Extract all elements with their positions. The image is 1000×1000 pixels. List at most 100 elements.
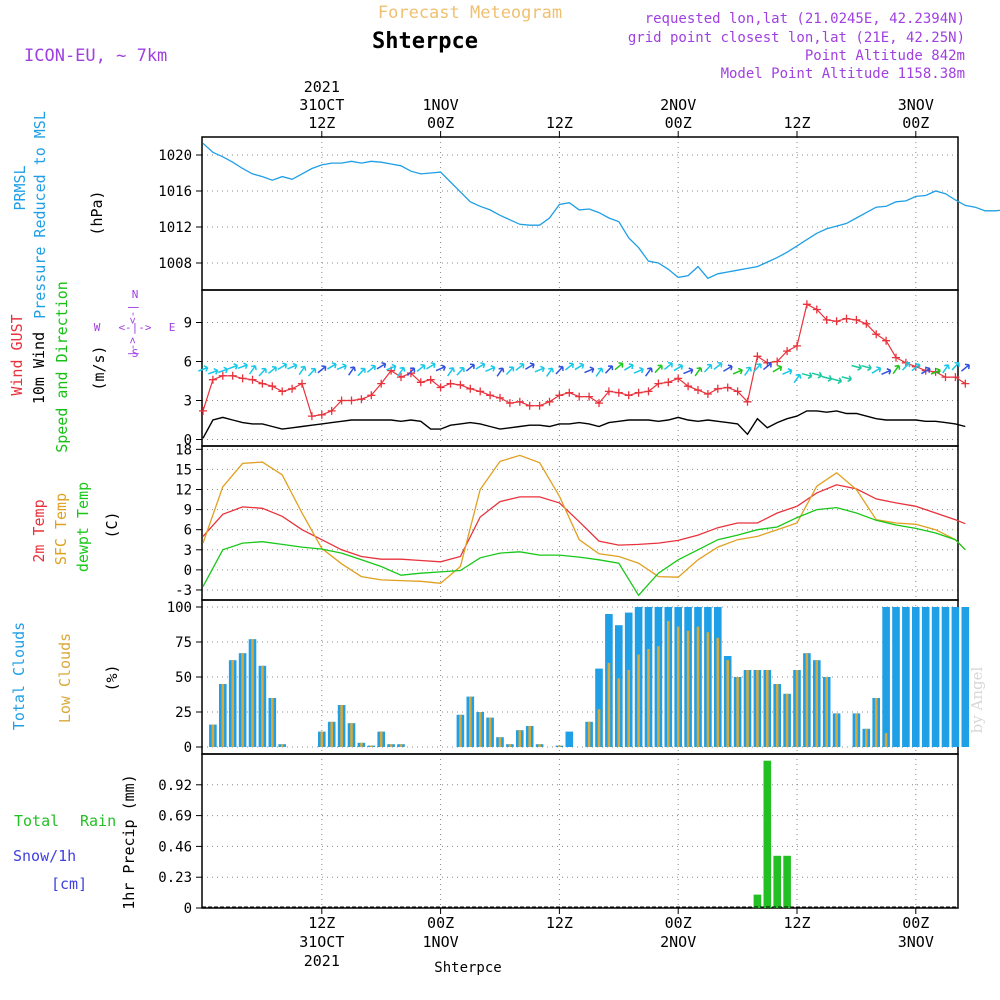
wind-arrow-shape [614, 362, 624, 371]
wind-arrow-shape [357, 367, 366, 377]
wind-arrow [930, 367, 941, 375]
wind-arrow-shape [723, 364, 733, 372]
y-tick-label: 1016 [158, 184, 192, 200]
wind-arrow [336, 363, 347, 371]
gust-marker [555, 391, 564, 400]
rain-label: Rain [80, 812, 116, 830]
total-cloud-bar [951, 607, 960, 747]
wind-arrow-shape [911, 363, 921, 372]
wind-arrow [703, 363, 713, 373]
top-tick-label: 3NOV [898, 96, 934, 114]
gust-marker [733, 387, 742, 396]
cloud-unit-label: (%) [103, 664, 121, 691]
rain-bar [783, 855, 791, 908]
low-cloud-bar [360, 742, 363, 747]
low-cloud-bar [815, 660, 819, 747]
wind-line [202, 410, 966, 439]
wind-arrow-shape [198, 365, 209, 372]
gust-marker [307, 412, 316, 421]
low-cloud-bar [637, 654, 640, 747]
wind-arrow [217, 366, 229, 374]
gust-marker [793, 341, 801, 350]
wind-arrow [744, 366, 752, 376]
compass-s: S [132, 347, 139, 360]
low-cloud-bar [855, 713, 858, 747]
wind-arrow [960, 363, 970, 372]
wind-arrow-shape [217, 366, 229, 374]
wind-arrow [881, 368, 892, 375]
location-title: Shterpce [372, 29, 478, 54]
y-tick-label: 0 [184, 901, 192, 917]
gust-marker [357, 395, 366, 404]
bottom-tick-label: 12Z [308, 914, 335, 932]
wind-arrow [505, 366, 515, 375]
gust-marker [703, 390, 712, 398]
gust-marker [713, 384, 722, 393]
top-tick-label: 12Z [308, 114, 335, 132]
gust-marker [545, 397, 554, 406]
gust-marker [575, 392, 584, 401]
gust-marker [496, 393, 504, 402]
total-cloud-bar [565, 731, 574, 747]
wind-arrow-shape [574, 362, 585, 371]
wind-arrow-shape [317, 365, 327, 374]
pressure-label-2: Pressure Reduced to MSL [31, 111, 49, 319]
wind-arrow-shape [426, 361, 436, 370]
low-cloud-bar [280, 744, 284, 747]
wind-arrow-shape [645, 367, 653, 377]
total-cloud-bar [912, 607, 920, 747]
wind-arrow-shape [386, 363, 397, 371]
wind-arrow-shape [277, 362, 288, 371]
wind-arrow-shape [654, 364, 663, 374]
y-tick-label: 0 [184, 563, 192, 579]
wind-arrow [327, 362, 337, 370]
precip-unit-label: 1hr Precip (mm) [120, 774, 138, 909]
low-cloud-bar [399, 744, 403, 747]
total-cloud-bar [882, 607, 890, 747]
gust-marker [317, 410, 326, 419]
wind-arrow-shape [376, 361, 387, 370]
gust-marker [486, 391, 495, 400]
wind-arrow [624, 363, 634, 371]
wind-arrow [584, 366, 595, 374]
wind-arrow [447, 367, 455, 377]
wind-arrow [237, 362, 248, 370]
wind-arrow [713, 361, 723, 371]
panel-frame [201, 136, 959, 291]
low-cloud-bar [627, 670, 630, 747]
gust-marker [347, 396, 356, 405]
gust-marker [199, 406, 207, 415]
y-tick-label: -3 [175, 583, 192, 599]
gust-marker [822, 315, 831, 324]
wind-arrow-shape [793, 373, 802, 384]
wind-arrow [793, 373, 802, 384]
wind-arrow-shape [227, 363, 239, 370]
low-cloud-bar [498, 737, 502, 747]
wind-arrow-shape [525, 362, 535, 370]
wind-arrow-shape [782, 367, 793, 375]
wind-arrow [942, 364, 950, 374]
gust-marker [248, 375, 257, 384]
gust-marker [674, 374, 683, 383]
wind-arrow-shape [861, 364, 872, 372]
gust-marker [298, 379, 306, 388]
wind-arrow [614, 362, 624, 371]
wind-arrow [525, 362, 535, 370]
wind-arrow [416, 363, 426, 373]
gust-marker [595, 399, 603, 408]
y-tick-label: 1020 [158, 148, 192, 164]
wind-arrow-shape [207, 368, 219, 375]
temp-sfc-label: SFC Temp [52, 493, 70, 565]
wind-arrow [298, 365, 307, 376]
wind-arrow [683, 367, 694, 375]
gust-marker [753, 352, 762, 361]
gust-marker [684, 382, 693, 391]
low-clouds-label: Low Clouds [56, 633, 74, 723]
compass-n: N [132, 288, 139, 301]
gust-marker [278, 387, 287, 396]
low-cloud-bar [488, 717, 492, 747]
gust-marker [446, 379, 455, 388]
panel-clouds [196, 599, 959, 755]
wind-arrow [564, 362, 574, 371]
low-cloud-bar [459, 714, 462, 747]
